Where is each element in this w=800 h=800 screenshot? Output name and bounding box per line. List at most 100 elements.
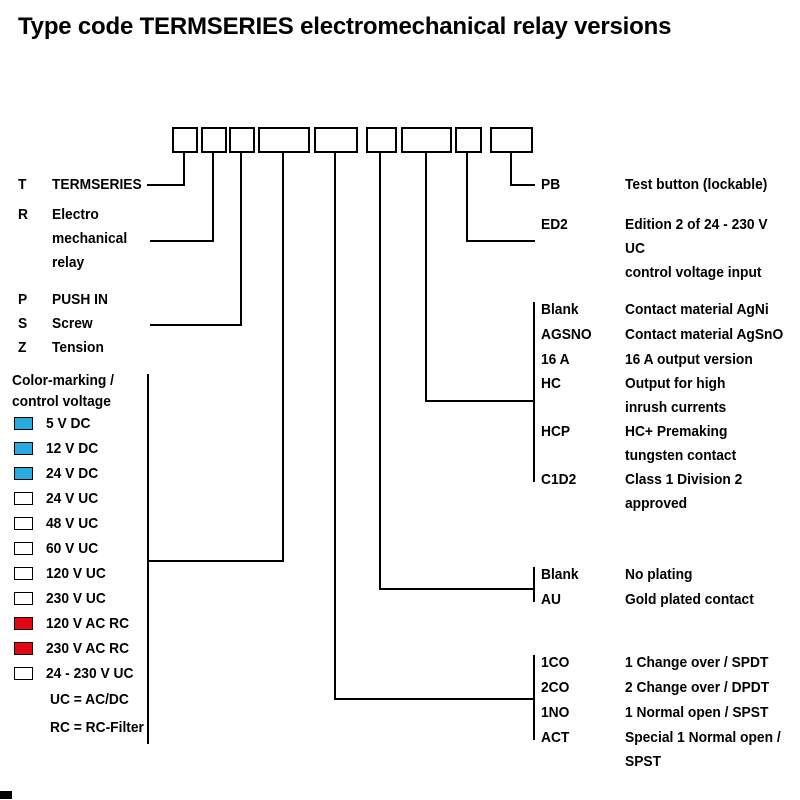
right-entry-au: AU Gold plated contact bbox=[541, 588, 765, 612]
right-entry-contact-blank: Blank Contact material AgNi bbox=[541, 298, 781, 322]
voltage-label: 230 V UC bbox=[46, 590, 106, 607]
type-code-box-9 bbox=[490, 127, 533, 153]
code-label: AGSNO bbox=[541, 326, 592, 343]
entry-label: PUSH IN bbox=[52, 291, 108, 308]
type-code-box-2 bbox=[201, 127, 227, 153]
entry-label: TERMSERIES bbox=[52, 176, 142, 193]
connector-line bbox=[240, 152, 242, 326]
color-item: 120 V AC RC bbox=[14, 612, 136, 636]
left-entry-pushin: P PUSH IN bbox=[18, 288, 113, 312]
note-uc: UC = AC/DC bbox=[50, 688, 136, 712]
color-swatch bbox=[14, 492, 33, 505]
type-code-box-8 bbox=[455, 127, 482, 153]
type-code-box-3 bbox=[229, 127, 255, 153]
connector-line bbox=[148, 560, 284, 562]
connector-line bbox=[150, 324, 242, 326]
connector-line bbox=[334, 152, 336, 700]
connector-line bbox=[379, 588, 535, 590]
voltage-label: 24 V UC bbox=[46, 490, 99, 507]
right-entry-pb: PB Test button (lockable) bbox=[541, 173, 780, 197]
right-entry-act: ACT Special 1 Normal open / SPST bbox=[541, 726, 800, 774]
right-entry-hcp: HCP HC+ Premaking tungsten contact bbox=[541, 420, 746, 468]
connector-line bbox=[466, 152, 468, 242]
entry-desc: Edition 2 of 24 - 230 V UC control volta… bbox=[625, 216, 768, 281]
entry-desc: Contact material AgSnO bbox=[625, 326, 784, 343]
entry-desc: Class 1 Division 2 approved bbox=[625, 471, 743, 512]
color-item: 24 - 230 V UC bbox=[14, 662, 141, 686]
right-entry-1no: 1NO 1 Normal open / SPST bbox=[541, 701, 781, 725]
entry-label: Electro mechanical relay bbox=[52, 206, 128, 271]
code-label: ACT bbox=[541, 729, 570, 746]
page-corner-mark bbox=[0, 791, 12, 799]
right-entry-1co: 1CO 1 Change over / SPDT bbox=[541, 651, 781, 675]
connector-line bbox=[510, 184, 535, 186]
color-swatch bbox=[14, 517, 33, 530]
entry-desc: Gold plated contact bbox=[625, 591, 754, 608]
right-entry-2co: 2CO 2 Change over / DPDT bbox=[541, 676, 782, 700]
code-label: AU bbox=[541, 591, 561, 608]
entry-desc: 16 A output version bbox=[625, 351, 753, 368]
voltage-label: 12 V DC bbox=[46, 440, 99, 457]
left-entry-relay: R Electro mechanical relay bbox=[18, 203, 134, 275]
code-label: HCP bbox=[541, 423, 571, 440]
right-entry-plating-blank: Blank No plating bbox=[541, 563, 698, 587]
color-item: 24 V UC bbox=[14, 487, 103, 511]
color-swatch bbox=[14, 642, 33, 655]
entry-desc: Special 1 Normal open / SPST bbox=[625, 729, 781, 770]
voltage-label: 60 V UC bbox=[46, 540, 99, 557]
entry-desc: No plating bbox=[625, 566, 693, 583]
bracket-line-contacts-group bbox=[533, 655, 535, 740]
left-entry-tension: Z Tension bbox=[18, 336, 108, 360]
color-section-header: Color-marking / control voltage bbox=[12, 370, 123, 412]
color-item: 120 V UC bbox=[14, 562, 111, 586]
connector-line bbox=[282, 152, 284, 562]
type-code-box-6 bbox=[366, 127, 397, 153]
right-entry-ed2: ED2 Edition 2 of 24 - 230 V UC control v… bbox=[541, 213, 800, 285]
connector-line bbox=[183, 152, 185, 186]
type-code-box-4 bbox=[258, 127, 310, 153]
code-label: C1D2 bbox=[541, 471, 577, 488]
code-label: R bbox=[18, 206, 28, 223]
code-label: 16 A bbox=[541, 351, 570, 368]
right-entry-agsno: AGSNO Contact material AgSnO bbox=[541, 323, 797, 347]
code-label: HC bbox=[541, 375, 561, 392]
code-label: T bbox=[18, 176, 27, 193]
right-entry-16a: 16 A 16 A output version bbox=[541, 348, 764, 372]
note-text: UC = AC/DC bbox=[50, 691, 129, 708]
bracket-line-color-group bbox=[147, 374, 149, 744]
bracket-line-plating-group bbox=[533, 567, 535, 602]
code-label: Blank bbox=[541, 301, 579, 318]
color-item: 12 V DC bbox=[14, 437, 103, 461]
code-label: 1NO bbox=[541, 704, 570, 721]
color-section-header-text: Color-marking / control voltage bbox=[12, 372, 114, 410]
color-swatch bbox=[14, 667, 33, 680]
code-label: 1CO bbox=[541, 654, 570, 671]
voltage-label: 230 V AC RC bbox=[46, 640, 130, 657]
connector-line bbox=[379, 152, 381, 590]
entry-label: Tension bbox=[52, 339, 104, 356]
note-rc: RC = RC-Filter bbox=[50, 716, 152, 740]
connector-line bbox=[466, 240, 535, 242]
color-swatch bbox=[14, 417, 33, 430]
color-swatch bbox=[14, 442, 33, 455]
right-entry-hc: HC Output for high inrush currents bbox=[541, 372, 735, 420]
entry-desc: HC+ Premaking tungsten contact bbox=[625, 423, 737, 464]
code-label: PB bbox=[541, 176, 561, 193]
connector-line bbox=[212, 152, 214, 242]
color-item: 230 V AC RC bbox=[14, 637, 136, 661]
page-title: Type code TERMSERIES electromechanical r… bbox=[18, 13, 672, 40]
type-code-box-7 bbox=[401, 127, 452, 153]
voltage-label: 120 V AC RC bbox=[46, 615, 130, 632]
color-swatch bbox=[14, 567, 33, 580]
type-code-box-5 bbox=[314, 127, 358, 153]
color-swatch bbox=[14, 542, 33, 555]
color-swatch bbox=[14, 467, 33, 480]
connector-line bbox=[334, 698, 535, 700]
code-label: 2CO bbox=[541, 679, 570, 696]
connector-line bbox=[425, 152, 427, 402]
color-item: 230 V UC bbox=[14, 587, 111, 611]
code-label: Z bbox=[18, 339, 27, 356]
entry-desc: 1 Change over / SPDT bbox=[625, 654, 769, 671]
entry-desc: Output for high inrush currents bbox=[625, 375, 727, 416]
